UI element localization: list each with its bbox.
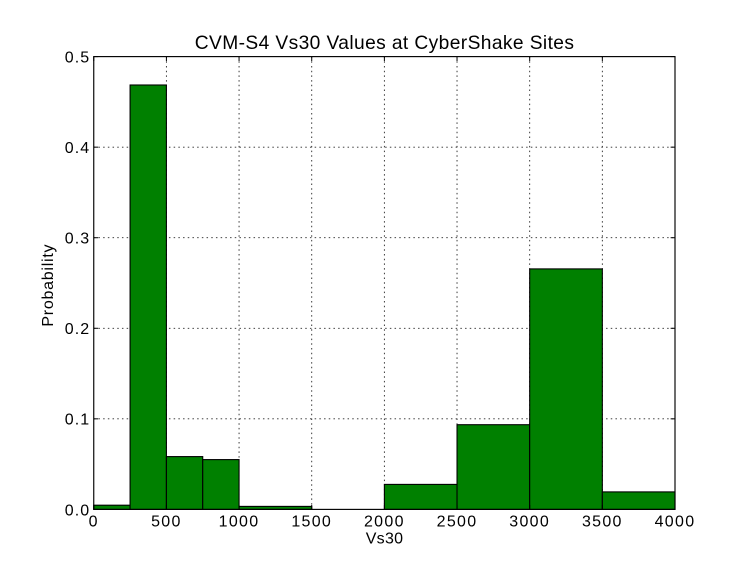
svg-text:2000: 2000: [364, 513, 405, 530]
svg-text:Vs30: Vs30: [366, 531, 404, 548]
svg-text:0.4: 0.4: [65, 140, 91, 157]
svg-text:Probability: Probability: [40, 244, 57, 327]
svg-text:3000: 3000: [509, 513, 550, 530]
svg-text:0.1: 0.1: [65, 412, 91, 429]
svg-text:0.2: 0.2: [65, 321, 91, 338]
svg-text:1000: 1000: [219, 513, 260, 530]
svg-text:3500: 3500: [582, 513, 623, 530]
svg-text:CVM-S4 Vs30 Values at CyberSha: CVM-S4 Vs30 Values at CyberShake Sites: [195, 33, 575, 54]
svg-text:0.5: 0.5: [65, 50, 91, 67]
svg-text:0.0: 0.0: [65, 502, 91, 519]
svg-text:500: 500: [151, 513, 182, 530]
svg-text:0.3: 0.3: [65, 231, 91, 248]
svg-text:2500: 2500: [437, 513, 478, 530]
svg-text:0: 0: [89, 513, 99, 530]
svg-text:1500: 1500: [291, 513, 332, 530]
svg-text:4000: 4000: [655, 513, 696, 530]
